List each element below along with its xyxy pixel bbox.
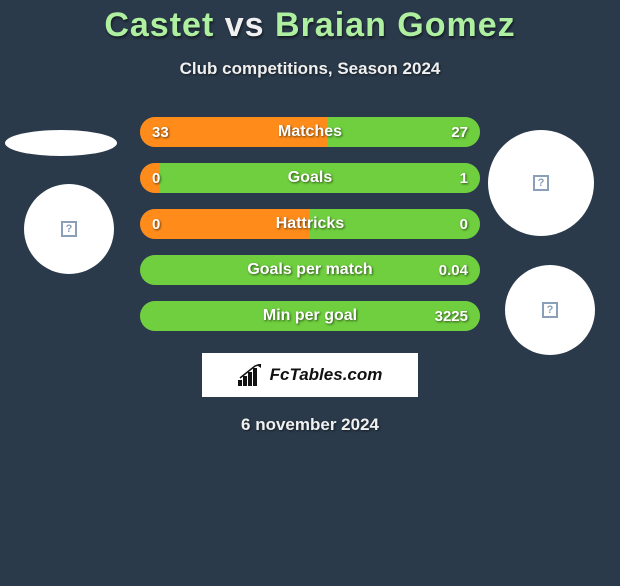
stat-row: 3327Matches — [140, 117, 480, 147]
footer-date: 6 november 2024 — [0, 415, 620, 435]
stat-value-right: 1 — [460, 170, 468, 187]
page-title: Castet vs Braian Gomez — [0, 6, 620, 45]
stat-row: 00Hattricks — [140, 209, 480, 239]
stat-bar-right — [310, 209, 480, 239]
stat-value-left: 0 — [152, 216, 160, 233]
brand-box: FcTables.com — [202, 353, 418, 397]
chart-bars-icon — [238, 364, 264, 386]
avatar-left: ? — [24, 184, 114, 274]
stat-value-right: 27 — [451, 124, 468, 141]
stat-value-right: 0.04 — [439, 262, 468, 279]
stat-value-left: 0 — [152, 170, 160, 187]
stat-bar-right — [140, 255, 480, 285]
player2-name: Braian Gomez — [275, 6, 516, 44]
image-placeholder-icon: ? — [61, 221, 77, 237]
image-placeholder-icon: ? — [542, 302, 558, 318]
stat-value-left: 33 — [152, 124, 169, 141]
stat-row: 01Goals — [140, 163, 480, 193]
avatar-right-bottom: ? — [505, 265, 595, 355]
stat-value-right: 0 — [460, 216, 468, 233]
stats-container: 3327Matches01Goals00Hattricks0.04Goals p… — [140, 117, 480, 331]
image-placeholder-icon: ? — [533, 175, 549, 191]
stat-row: 3225Min per goal — [140, 301, 480, 331]
player1-name: Castet — [104, 6, 214, 44]
stat-bar-right — [140, 301, 480, 331]
stat-row: 0.04Goals per match — [140, 255, 480, 285]
ellipse-decor — [5, 130, 117, 156]
stat-value-right: 3225 — [435, 308, 468, 325]
stat-bar-left — [140, 209, 310, 239]
subtitle: Club competitions, Season 2024 — [0, 59, 620, 79]
vs-text: vs — [225, 6, 265, 44]
brand-text: FcTables.com — [270, 365, 383, 385]
avatar-right-top: ? — [488, 130, 594, 236]
stat-bar-right — [160, 163, 480, 193]
